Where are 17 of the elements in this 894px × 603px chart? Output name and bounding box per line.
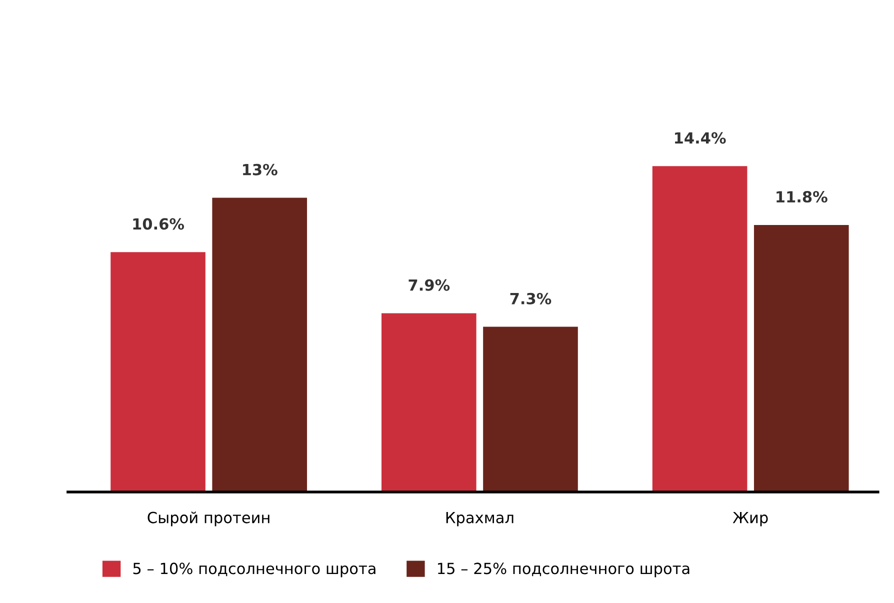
data-label: 10.6% <box>133 218 184 230</box>
data-label: 7.9% <box>408 279 450 291</box>
data-label: 11.8% <box>776 190 828 203</box>
x-tick-label: Крахмал <box>446 512 514 526</box>
data-label: 14.4% <box>675 132 726 144</box>
data-label: 13% <box>243 164 278 176</box>
data-label: 7.3% <box>510 292 552 304</box>
bar <box>754 224 849 492</box>
x-tick-label: Жир <box>732 512 768 526</box>
x-tick-label: Сырой протеин <box>148 512 270 526</box>
bar <box>483 326 578 492</box>
bar <box>212 198 308 492</box>
bar <box>652 166 748 492</box>
bar <box>382 313 476 492</box>
legend-label: 15 – 25% подсолнечного шрота <box>438 562 690 578</box>
legend-label: 5 – 10% подсолнечного шрота <box>133 562 376 578</box>
bar <box>110 252 206 492</box>
